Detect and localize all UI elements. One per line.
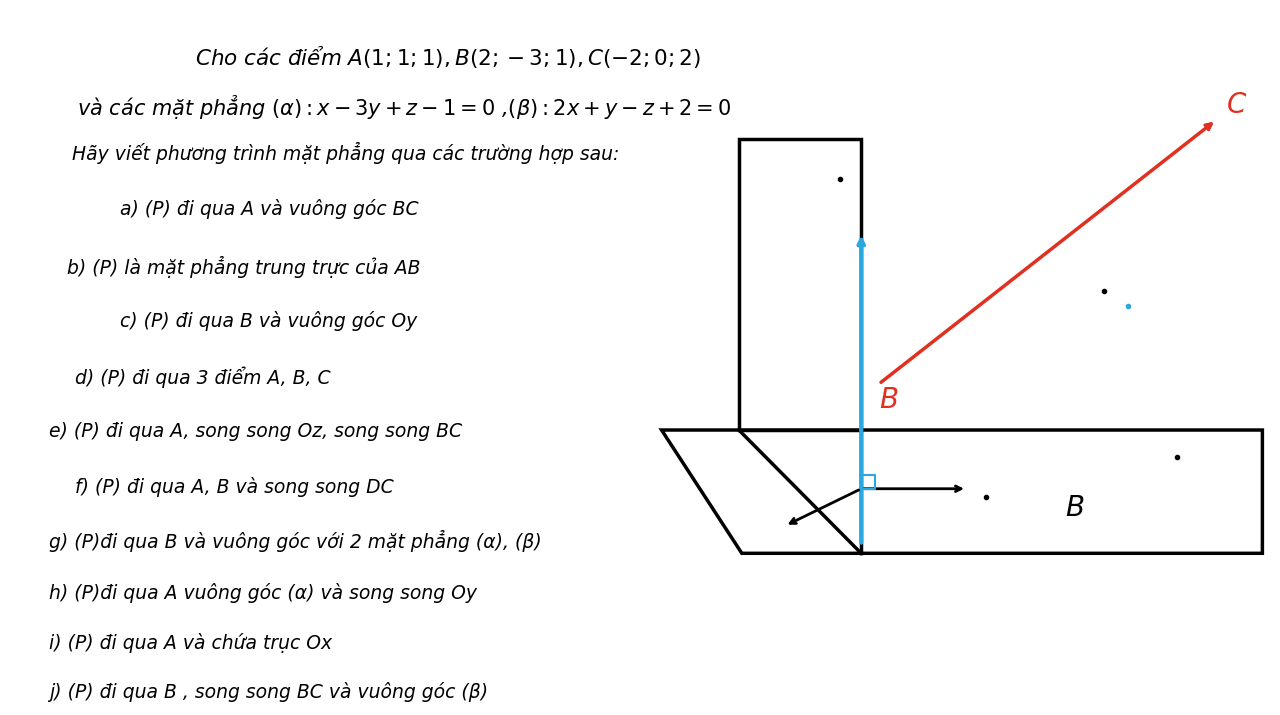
Text: h) (P)đi qua A vuông góc (α) và song song Oy: h) (P)đi qua A vuông góc (α) và song son…: [49, 583, 477, 603]
Text: j) (P) đi qua B , song song BC và vuông góc (β): j) (P) đi qua B , song song BC và vuông …: [49, 683, 488, 702]
Text: b) (P) là mặt phẳng trung trực của AB: b) (P) là mặt phẳng trung trực của AB: [67, 256, 420, 278]
Text: d) (P) đi qua 3 điểm A, B, C: d) (P) đi qua 3 điểm A, B, C: [74, 366, 330, 388]
Text: g) (P)đi qua B và vuông góc với 2 mặt phẳng (α), (β): g) (P)đi qua B và vuông góc với 2 mặt ph…: [49, 530, 541, 552]
Text: và các mặt phẳng $(\alpha): x - 3y + z - 1 = 0$ ,$(\beta): 2x + y - z + 2 = 0$: và các mặt phẳng $(\alpha): x - 3y + z -…: [77, 94, 731, 122]
Text: Hãy viết phương trình mặt phẳng qua các trường hợp sau:: Hãy viết phương trình mặt phẳng qua các …: [72, 142, 620, 164]
Text: Cho các điểm $A(1;1;1), B(2;-3;1), C(-2;0;2)$: Cho các điểm $A(1;1;1), B(2;-3;1), C(-2;…: [196, 44, 701, 71]
Text: $B$: $B$: [1065, 494, 1084, 522]
Text: a) (P) đi qua A và vuông góc BC: a) (P) đi qua A và vuông góc BC: [120, 199, 419, 219]
Text: $B$: $B$: [879, 387, 899, 415]
Text: i) (P) đi qua A và chứa trục Ox: i) (P) đi qua A và chứa trục Ox: [49, 633, 333, 653]
Text: f) (P) đi qua A, B và song song DC: f) (P) đi qua A, B và song song DC: [74, 477, 393, 497]
Text: c) (P) đi qua B và vuông góc Oy: c) (P) đi qua B và vuông góc Oy: [120, 310, 417, 330]
Text: e) (P) đi qua A, song song Oz, song song BC: e) (P) đi qua A, song song Oz, song song…: [49, 422, 462, 441]
Text: $C$: $C$: [1226, 91, 1248, 119]
